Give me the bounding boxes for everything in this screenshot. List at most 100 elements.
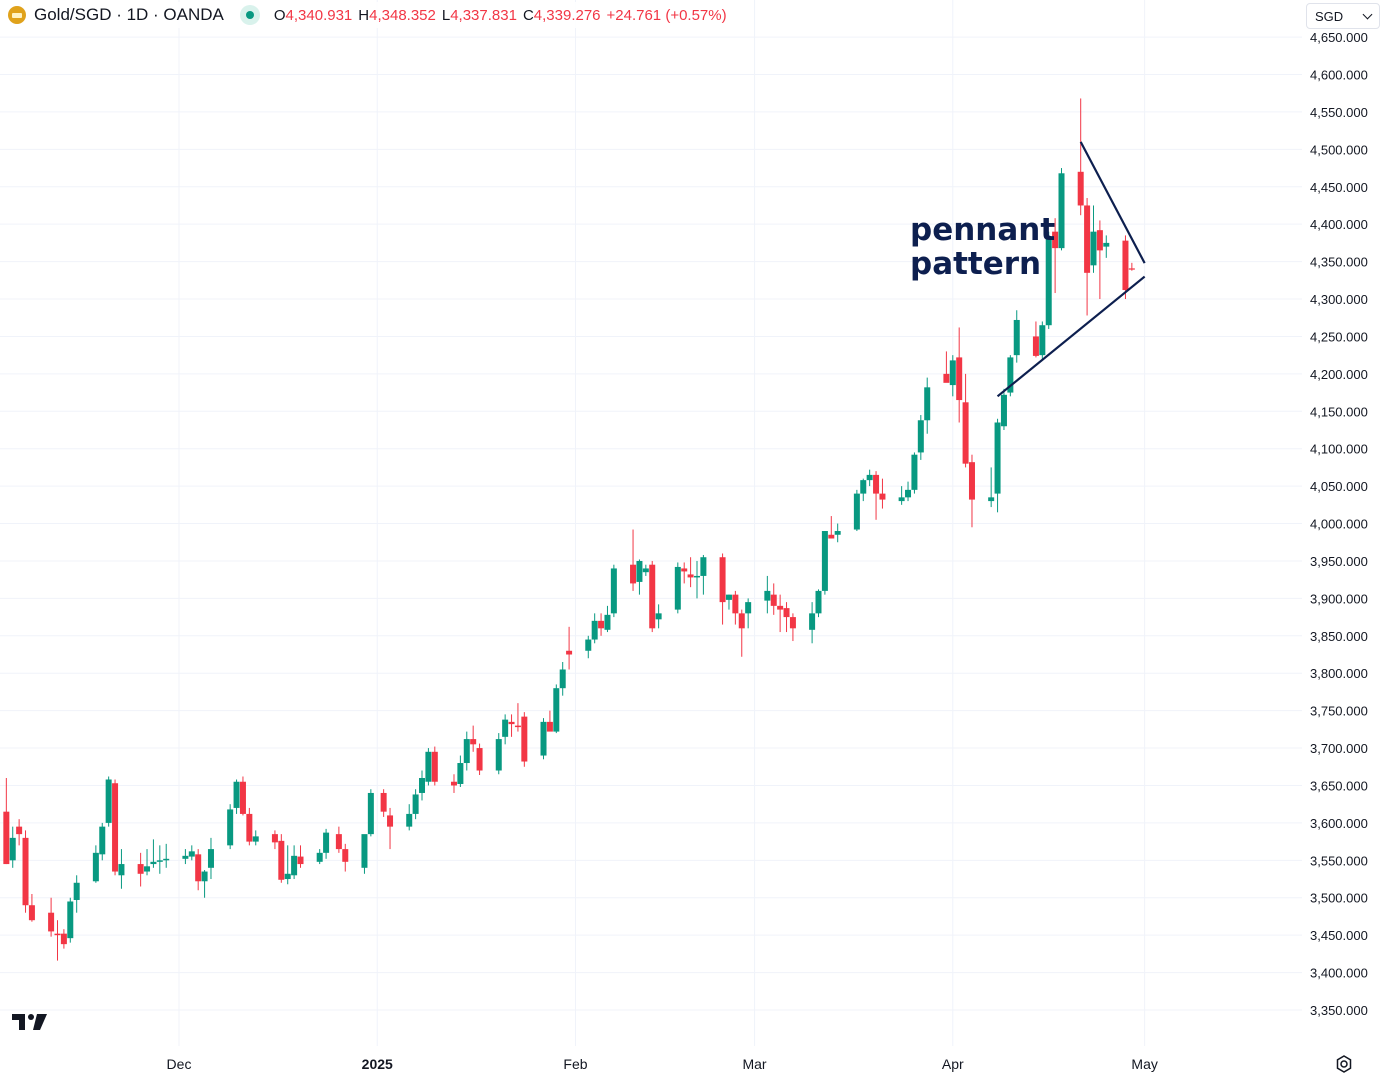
y-axis-tick-label: 3,500.000 [1310,891,1368,906]
y-axis-tick-label: 4,500.000 [1310,142,1368,157]
candle-body [514,725,521,728]
candle-body [700,557,707,576]
y-axis-tick-label: 3,800.000 [1310,666,1368,681]
candle-body [1084,205,1091,273]
close-value: 4,339.276 [533,6,601,24]
candle-body [22,837,29,906]
candle-body [150,861,157,865]
candle-body [1045,239,1052,326]
candle-body [610,568,617,614]
candle-body [508,721,515,725]
candle-body [655,613,662,620]
candle-body [642,568,649,573]
x-axis-tick-label: Mar [742,1056,766,1072]
low-label: L [441,6,451,24]
candle-body [828,534,835,539]
currency-value: SGD [1315,8,1344,24]
candle-body [1058,173,1065,249]
change-value: +24.761 (+0.57%) [606,6,727,24]
candle-body [463,739,470,764]
candle-body [630,564,637,584]
candle-body [233,781,240,808]
high-value: 4,348.352 [369,6,436,24]
y-axis-tick-label: 4,150.000 [1310,404,1368,419]
y-axis-tick-label: 4,350.000 [1310,255,1368,270]
candle-body [540,721,547,756]
candle-body [988,497,995,502]
candle-body [1090,231,1097,266]
candle-body [239,781,246,814]
candle-body [425,751,432,782]
candle-body [1032,336,1039,356]
candle-body [598,620,605,629]
candle-body [1096,230,1103,251]
candle-body [834,531,841,535]
candle-body [252,836,259,842]
candle-body [585,639,592,651]
candle-body [9,837,16,861]
y-axis-tick-label: 4,000.000 [1310,517,1368,532]
currency-selector[interactable]: SGD [1306,3,1380,29]
chart-header: Gold/SGD · 1D · OANDA O 4,340.931 H 4,348.… [8,2,739,28]
candle-body [604,614,611,630]
candle-body [764,590,771,601]
low-value: 4,337.831 [450,6,517,24]
candle-body [521,716,528,762]
candle-body [278,840,285,880]
candle-body [821,531,828,591]
candle-body [412,794,419,814]
y-axis-tick-label: 3,350.000 [1310,1003,1368,1018]
candle-body [1052,231,1059,249]
candle-body [956,357,963,401]
candle-body [291,855,298,876]
candle-body [457,763,464,784]
candle-body [732,594,739,614]
tradingview-logo-icon[interactable] [10,1011,50,1033]
y-axis-tick-label: 3,600.000 [1310,816,1368,831]
candle-body [54,933,61,936]
x-axis-tick-label: Apr [942,1056,964,1072]
candle-body [674,566,681,610]
candle-body [297,856,304,865]
candle-body [419,777,426,793]
candle-body [924,387,931,421]
candle-body [559,669,566,689]
candle-body [1039,325,1046,356]
candle-body [1122,240,1129,291]
candle-body [898,497,905,502]
candle-body [789,617,796,629]
y-axis-tick-label: 4,450.000 [1310,180,1368,195]
candle-body [112,783,119,872]
close-label: C [522,6,534,24]
y-axis-tick-label: 3,900.000 [1310,591,1368,606]
candle-body [1007,357,1014,393]
candle-body [99,826,106,855]
candle-body [1000,394,1007,427]
open-value: 4,340.931 [285,6,353,24]
candle-body [387,815,394,827]
candle-body [1077,171,1084,206]
y-axis-tick-label: 3,700.000 [1310,741,1368,756]
candle-body [860,480,867,494]
trendline-lower [996,275,1146,398]
candle-body [201,871,208,882]
symbol-title[interactable]: Gold/SGD · 1D · OANDA [34,5,224,24]
candle-body [137,864,144,874]
y-axis-tick-label: 4,250.000 [1310,329,1368,344]
candle-body [342,849,349,862]
candle-body [687,574,694,578]
candle-body [566,650,573,655]
y-axis-tick-label: 4,550.000 [1310,105,1368,120]
y-axis-tick-label: 4,650.000 [1310,30,1368,45]
trendline-upper [1079,141,1146,264]
candle-body [495,739,502,771]
annotation-line-1: pennant [910,212,1055,248]
candle-body [809,613,816,630]
candle-body [60,933,67,945]
candle-body [949,360,956,386]
candle-body [335,834,342,850]
settings-icon[interactable] [1334,1054,1354,1074]
y-axis-tick-label: 4,400.000 [1310,217,1368,232]
